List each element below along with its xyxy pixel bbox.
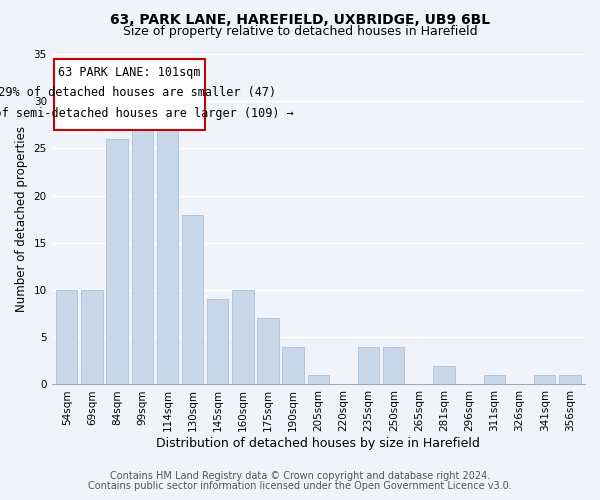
Text: 68% of semi-detached houses are larger (109) →: 68% of semi-detached houses are larger (…	[0, 106, 293, 120]
Bar	[56, 290, 77, 384]
Bar	[232, 290, 254, 384]
Bar	[106, 139, 128, 384]
Text: Size of property relative to detached houses in Harefield: Size of property relative to detached ho…	[122, 25, 478, 38]
Text: Contains HM Land Registry data © Crown copyright and database right 2024.: Contains HM Land Registry data © Crown c…	[110, 471, 490, 481]
Bar	[257, 318, 279, 384]
X-axis label: Distribution of detached houses by size in Harefield: Distribution of detached houses by size …	[157, 437, 480, 450]
Bar	[358, 346, 379, 385]
Bar	[207, 300, 229, 384]
Y-axis label: Number of detached properties: Number of detached properties	[15, 126, 28, 312]
Bar	[308, 375, 329, 384]
Bar	[484, 375, 505, 384]
Bar	[182, 214, 203, 384]
Bar	[559, 375, 581, 384]
Bar	[383, 346, 404, 385]
Bar	[157, 110, 178, 384]
Bar	[433, 366, 455, 384]
Text: 63 PARK LANE: 101sqm: 63 PARK LANE: 101sqm	[58, 66, 201, 79]
Text: Contains public sector information licensed under the Open Government Licence v3: Contains public sector information licen…	[88, 481, 512, 491]
Bar	[534, 375, 556, 384]
Text: 63, PARK LANE, HAREFIELD, UXBRIDGE, UB9 6BL: 63, PARK LANE, HAREFIELD, UXBRIDGE, UB9 …	[110, 12, 490, 26]
Bar	[81, 290, 103, 384]
Text: ← 29% of detached houses are smaller (47): ← 29% of detached houses are smaller (47…	[0, 86, 276, 100]
Bar	[283, 346, 304, 385]
Bar	[131, 110, 153, 384]
